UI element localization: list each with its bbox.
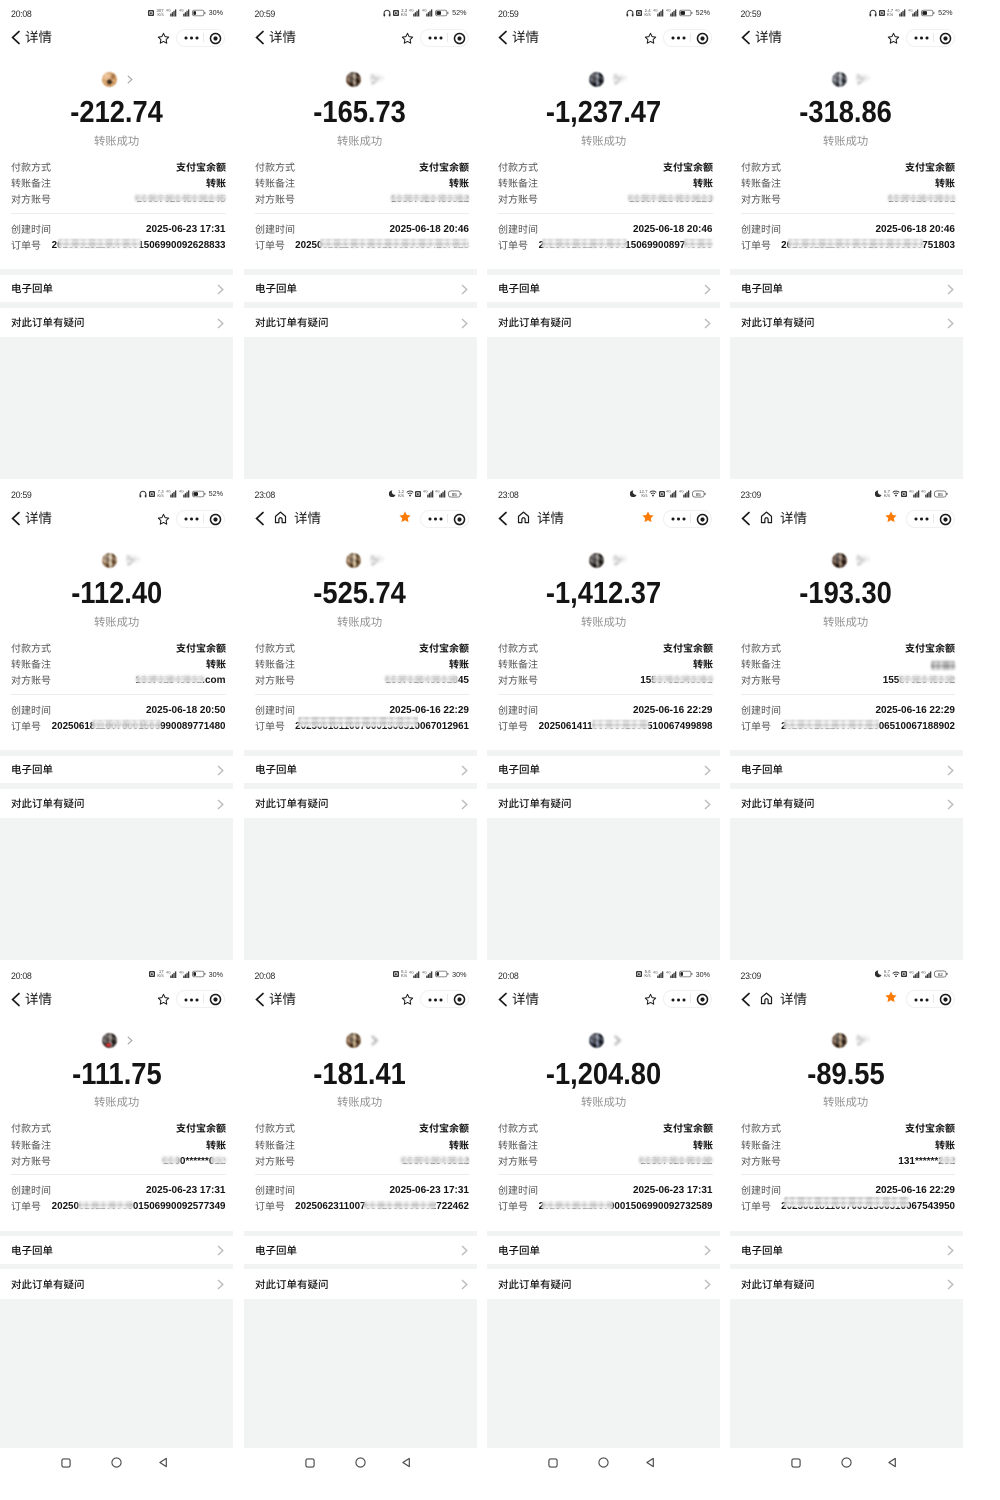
svg-text:62: 62 bbox=[938, 972, 944, 977]
svg-text:4G: 4G bbox=[166, 9, 171, 13]
svg-text:4G: 4G bbox=[179, 490, 184, 494]
svg-text:4G: 4G bbox=[166, 490, 171, 494]
svg-text:4G: 4G bbox=[679, 490, 684, 494]
svg-text:4G: 4G bbox=[909, 490, 914, 494]
svg-text:4G: 4G bbox=[908, 9, 913, 13]
svg-text:85: 85 bbox=[938, 491, 944, 496]
svg-text:4G: 4G bbox=[909, 970, 914, 974]
svg-text:4G: 4G bbox=[666, 970, 671, 974]
svg-text:4G: 4G bbox=[423, 490, 428, 494]
svg-text:4G: 4G bbox=[666, 9, 671, 13]
svg-text:4G: 4G bbox=[435, 490, 440, 494]
svg-text:4G: 4G bbox=[409, 970, 414, 974]
svg-text:4G: 4G bbox=[409, 9, 414, 13]
svg-text:4G: 4G bbox=[653, 9, 658, 13]
svg-text:85: 85 bbox=[452, 491, 458, 496]
svg-text:4G: 4G bbox=[921, 490, 926, 494]
svg-text:4G: 4G bbox=[653, 970, 658, 974]
svg-text:4G: 4G bbox=[666, 490, 671, 494]
svg-text:4G: 4G bbox=[422, 970, 427, 974]
svg-text:85: 85 bbox=[695, 491, 701, 496]
svg-text:4G: 4G bbox=[179, 970, 184, 974]
svg-text:4G: 4G bbox=[166, 970, 171, 974]
svg-text:4G: 4G bbox=[895, 9, 900, 13]
svg-text:4G: 4G bbox=[921, 970, 926, 974]
svg-text:4G: 4G bbox=[179, 9, 184, 13]
svg-text:4G: 4G bbox=[422, 9, 427, 13]
